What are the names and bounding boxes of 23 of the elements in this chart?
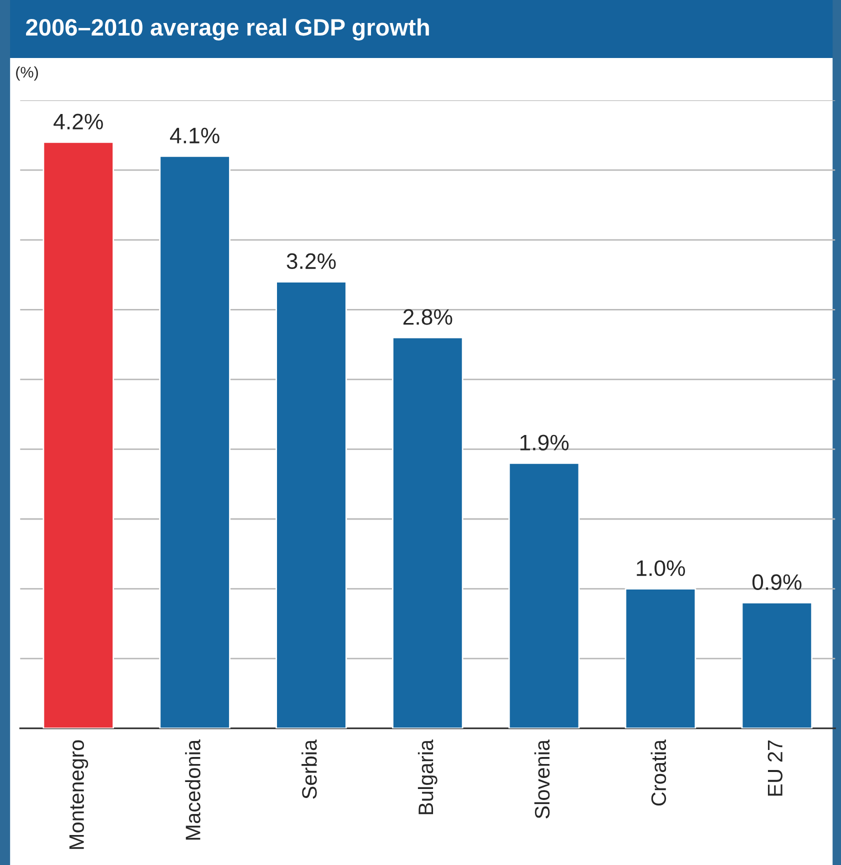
data-label: 4.1% (170, 128, 220, 144)
bar (508, 462, 580, 728)
data-label: 1.9% (520, 434, 569, 450)
bar (392, 336, 464, 728)
data-label: 2.8% (403, 309, 452, 325)
bar (624, 588, 696, 728)
y-axis-title: (%) (16, 66, 38, 81)
bar (42, 142, 114, 728)
data-label: 4.2% (54, 114, 103, 130)
data-label: 1.0% (636, 560, 686, 576)
data-label: 0.9% (752, 574, 802, 590)
x-tick-label: Montenegro (69, 740, 88, 849)
data-label: 3.2% (286, 253, 336, 270)
bar (159, 155, 230, 728)
x-tick-label: EU 27 (768, 740, 782, 796)
bar (741, 602, 813, 728)
x-tick-label: Slovenia (534, 739, 550, 818)
bar (276, 281, 347, 728)
x-tick-label: Macedonia (185, 739, 200, 840)
x-tick-label: Croatia (650, 739, 666, 806)
x-tick-label: Bulgaria (418, 739, 438, 814)
chart-title: 2006–2010 average real GDP growth (26, 18, 429, 40)
x-tick-label: Serbia (302, 739, 317, 799)
